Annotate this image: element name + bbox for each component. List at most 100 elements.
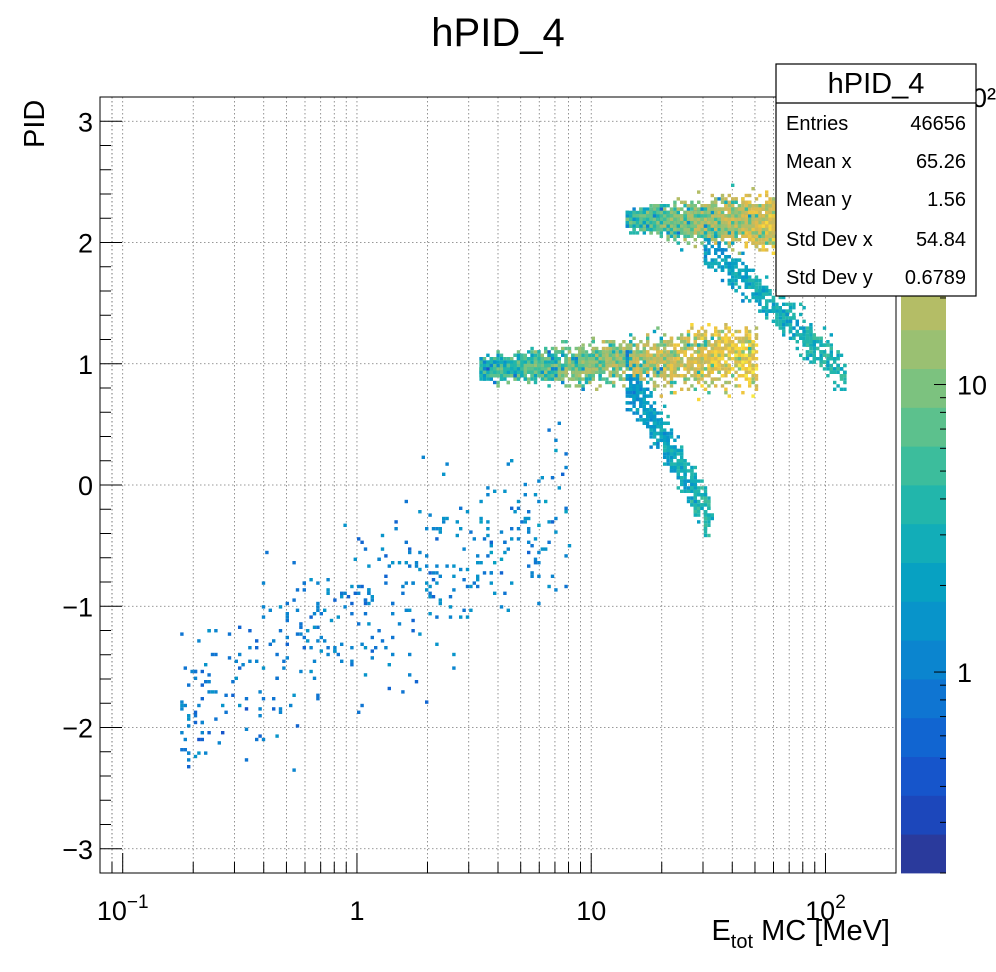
heatmap-cell (758, 289, 762, 293)
heatmap-cell (734, 214, 738, 218)
heatmap-cell (754, 295, 759, 300)
heatmap-cell (649, 231, 653, 235)
heatmap-cell (482, 357, 487, 361)
heatmap-cell (520, 374, 524, 378)
heatmap-cell (744, 244, 748, 249)
heatmap-cell (707, 343, 711, 347)
heatmap-cell (554, 363, 558, 368)
heatmap-cell (523, 360, 527, 364)
heatmap-cell (761, 309, 765, 313)
heatmap-cell (666, 221, 670, 225)
heatmap-cell (799, 302, 803, 306)
heatmap-cell (564, 384, 568, 388)
heatmap-cell (734, 272, 738, 276)
heatmap-cell (741, 210, 745, 215)
heatmap-cell (782, 319, 786, 323)
heatmap-cell (690, 210, 694, 215)
heatmap-cell (703, 346, 708, 351)
heatmap-cell (635, 363, 640, 368)
heatmap-cell (703, 221, 708, 225)
heatmap-cell (741, 367, 745, 371)
heatmap-cell (595, 387, 599, 391)
heatmap-cell (751, 234, 755, 238)
heatmap-cell (737, 231, 742, 235)
heatmap-cell (625, 357, 629, 361)
heatmap-cell (663, 214, 667, 218)
heatmap-cell (690, 323, 694, 327)
heatmap-cell (744, 227, 748, 232)
heatmap-cell (765, 200, 769, 204)
heatmap-cell (809, 326, 813, 330)
heatmap-cell (659, 231, 663, 235)
heatmap-cell (751, 217, 755, 221)
heatmap-cell (676, 210, 680, 215)
heatmap-cell (649, 346, 653, 351)
heatmap-cell (744, 377, 748, 381)
heatmap-cell (646, 363, 650, 368)
heatmap-cell (727, 272, 731, 276)
heatmap-cell (734, 377, 738, 381)
heatmap-cell (819, 353, 823, 357)
heatmap-cell (710, 210, 714, 215)
heatmap-cell (727, 200, 731, 204)
heatmap-cell (710, 377, 714, 381)
heatmap-cell (843, 380, 847, 385)
heatmap-cell (544, 377, 548, 381)
heatmap-cell (700, 374, 704, 378)
heatmap-cell (506, 374, 510, 378)
heatmap-cell (683, 200, 687, 204)
heatmap-cell (754, 350, 759, 354)
heatmap-cell (567, 384, 572, 388)
heatmap-cell (669, 234, 674, 238)
heatmap-cell (618, 363, 623, 368)
heatmap-cell (629, 221, 633, 225)
heatmap-cell (707, 357, 711, 361)
heatmap-cell (595, 350, 599, 354)
heatmap-cell (812, 343, 816, 347)
heatmap-cell (703, 374, 708, 378)
heatmap-cell (557, 370, 561, 374)
heatmap-cell (748, 231, 752, 235)
heatmap-cell (574, 370, 578, 374)
heatmap-cell (703, 357, 708, 361)
heatmap-cell (540, 377, 544, 381)
heatmap-cell (581, 370, 585, 374)
heatmap-cell (496, 357, 500, 361)
heatmap-cell (754, 217, 759, 221)
heatmap-cell (731, 210, 735, 215)
heatmap-cell (676, 363, 680, 368)
heatmap-cell (710, 234, 714, 238)
heatmap-cell (714, 261, 718, 266)
heatmap-cell (758, 295, 762, 300)
heatmap-cell (581, 353, 585, 357)
heatmap-cell (676, 343, 680, 347)
heatmap-cell (748, 370, 752, 374)
heatmap-cell (496, 360, 500, 364)
heatmap-cell (731, 200, 735, 204)
heatmap-cell (676, 207, 680, 211)
heatmap-cell (584, 370, 589, 374)
heatmap-cell (646, 210, 650, 215)
heatmap-cell (629, 353, 633, 357)
heatmap-cell (731, 374, 735, 378)
heatmap-cell (792, 316, 796, 320)
heatmap-cell (646, 333, 650, 337)
heatmap-cell (690, 343, 694, 347)
heatmap-cell (768, 210, 772, 215)
heatmap-cell (595, 367, 599, 371)
heatmap-cell (744, 353, 748, 357)
heatmap-cell (686, 336, 691, 340)
heatmap-cell (673, 360, 677, 364)
heatmap-cell (748, 282, 752, 286)
heatmap-cell (669, 224, 674, 228)
heatmap-cell (758, 231, 762, 235)
heatmap-cell (516, 350, 521, 354)
heatmap-cell (768, 204, 772, 208)
heatmap-cell (720, 214, 725, 218)
heatmap-cell (673, 380, 677, 385)
heatmap-cell (697, 329, 701, 334)
heatmap-cell (493, 360, 497, 364)
heatmap-cell (615, 363, 619, 368)
heatmap-cell (703, 261, 708, 266)
heatmap-cell (676, 234, 680, 238)
